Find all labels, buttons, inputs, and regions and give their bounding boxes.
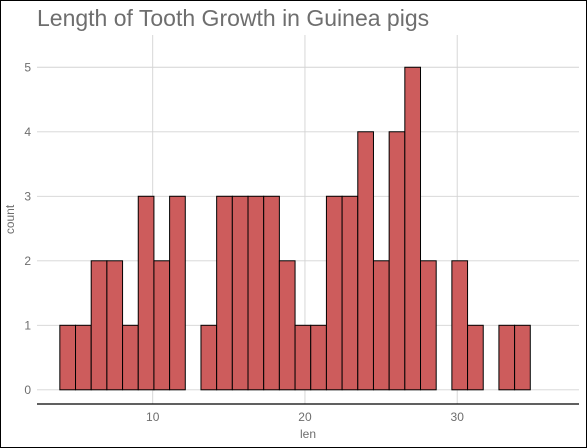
histogram-bar <box>122 324 139 391</box>
histogram-bar <box>372 260 390 391</box>
y-tick-label: 0 <box>24 383 31 397</box>
histogram-bar <box>310 324 327 391</box>
y-axis-title: count <box>3 204 17 234</box>
y-tick-label: 1 <box>24 318 31 332</box>
y-tick-label: 4 <box>24 125 31 139</box>
histogram-bar <box>200 324 218 391</box>
histogram-bar <box>75 324 92 391</box>
histogram-bar <box>404 66 422 391</box>
histogram-bar <box>90 260 108 391</box>
x-tick-label: 10 <box>146 410 160 424</box>
histogram-bar <box>294 324 312 391</box>
y-tick-label: 2 <box>24 254 31 268</box>
histogram-bar <box>498 324 516 391</box>
histogram-bar <box>263 195 280 391</box>
histogram-bar <box>451 260 469 391</box>
x-axis-title: len <box>300 427 316 441</box>
x-tick-label: 20 <box>298 410 312 424</box>
histogram-bar <box>278 260 296 391</box>
y-tick-label: 3 <box>24 189 31 203</box>
histogram-bar <box>388 131 406 391</box>
histogram-bar <box>467 324 484 391</box>
chart-title: Length of Tooth Growth in Guinea pigs <box>37 5 430 31</box>
histogram-bar <box>216 195 233 391</box>
histogram-bar <box>357 131 374 391</box>
x-tick-labels: 10 20 30 <box>146 410 464 424</box>
histogram-bar <box>420 260 437 391</box>
histogram-bars <box>59 66 531 391</box>
histogram-bar <box>106 260 124 391</box>
x-tick-label: 30 <box>451 410 465 424</box>
histogram-bar <box>325 195 343 391</box>
y-tick-labels: 0 1 2 3 4 5 <box>24 60 31 397</box>
histogram-bar <box>231 195 249 391</box>
y-tick-label: 5 <box>24 60 31 74</box>
histogram-bar <box>169 195 186 391</box>
histogram-bar <box>247 195 265 391</box>
histogram-bar <box>137 195 155 391</box>
histogram-bar <box>514 324 531 391</box>
histogram-bar <box>153 260 171 391</box>
histogram-bar <box>59 324 77 391</box>
histogram-bar <box>341 195 359 391</box>
